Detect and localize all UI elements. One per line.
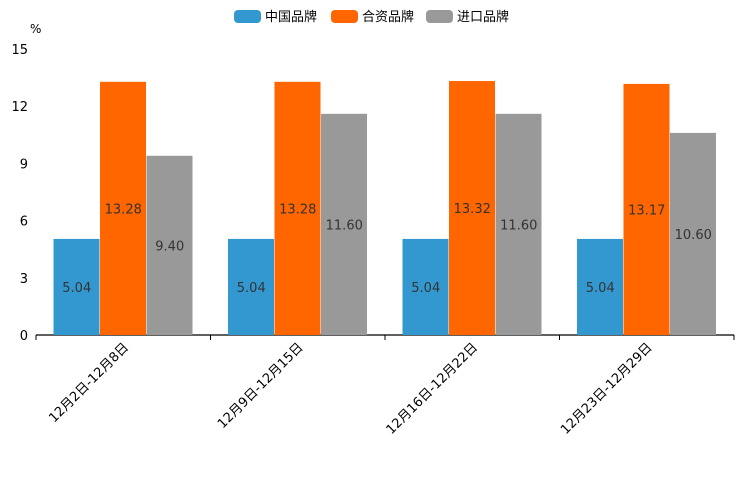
x-tick-label-1: 12月2日-12月8日: [46, 340, 132, 426]
y-tick-label-5: 12: [11, 100, 28, 115]
x-tick-label-4: 12月23日-12月29日: [558, 340, 655, 437]
bar-label-2-1: 5.04: [237, 281, 266, 296]
bars: [53, 81, 716, 336]
bar-3-3: [495, 113, 542, 336]
bar-label-1-2: 13.28: [105, 202, 142, 217]
bar-1-2: [100, 81, 146, 335]
legend-swatch-3: [426, 10, 453, 23]
bar-label-3-3: 11.60: [500, 218, 537, 233]
legend-swatch-1: [234, 10, 261, 23]
bar-1-3: [146, 155, 193, 335]
x-tick-label-3: 12月16日-12月22日: [384, 340, 481, 437]
bar-label-3-2: 13.32: [454, 202, 491, 217]
y-tick-label-1: 0: [20, 329, 28, 344]
legend-label-2: 合资品牌: [362, 9, 414, 25]
legend-label-1: 中国品牌: [265, 9, 317, 25]
bar-3-2: [449, 81, 495, 335]
legend: 中国品牌 合资品牌 进口品牌: [234, 9, 509, 25]
bar-2-3: [321, 113, 367, 336]
legend-label-3: 进口品牌: [457, 9, 509, 25]
legend-swatch-2: [331, 10, 358, 23]
bar-label-4-1: 5.04: [586, 281, 615, 296]
bar-2-2: [274, 81, 321, 335]
bar-label-1-1: 5.04: [62, 281, 91, 296]
bar-label-3-1: 5.04: [411, 281, 440, 296]
bar-4-2: [623, 83, 670, 335]
y-tick-label-2: 3: [20, 272, 28, 287]
bar-4-1: [577, 238, 623, 335]
bar-label-4-3: 10.60: [675, 228, 712, 243]
y-tick-label-3: 6: [20, 215, 28, 230]
bar-label-1-3: 9.40: [155, 239, 184, 254]
bar-2-1: [228, 238, 274, 335]
bar-label-4-2: 13.17: [628, 203, 665, 218]
bar-label-2-2: 13.28: [279, 202, 316, 217]
data-labels: 5.04 13.28 9.40 5.04 13.28 11.60 5.04 13.32 11.6…: [62, 202, 712, 296]
y-tick-label-6: 15: [11, 43, 28, 58]
bar-1-1: [53, 238, 100, 335]
x-tick-label-2: 12月9日-12月15日: [215, 340, 307, 432]
y-axis-unit: %: [30, 22, 41, 36]
y-tick-label-4: 9: [20, 157, 28, 172]
bar-label-2-3: 11.60: [326, 218, 363, 233]
bar-4-3: [670, 132, 716, 335]
bar-3-1: [402, 238, 449, 335]
